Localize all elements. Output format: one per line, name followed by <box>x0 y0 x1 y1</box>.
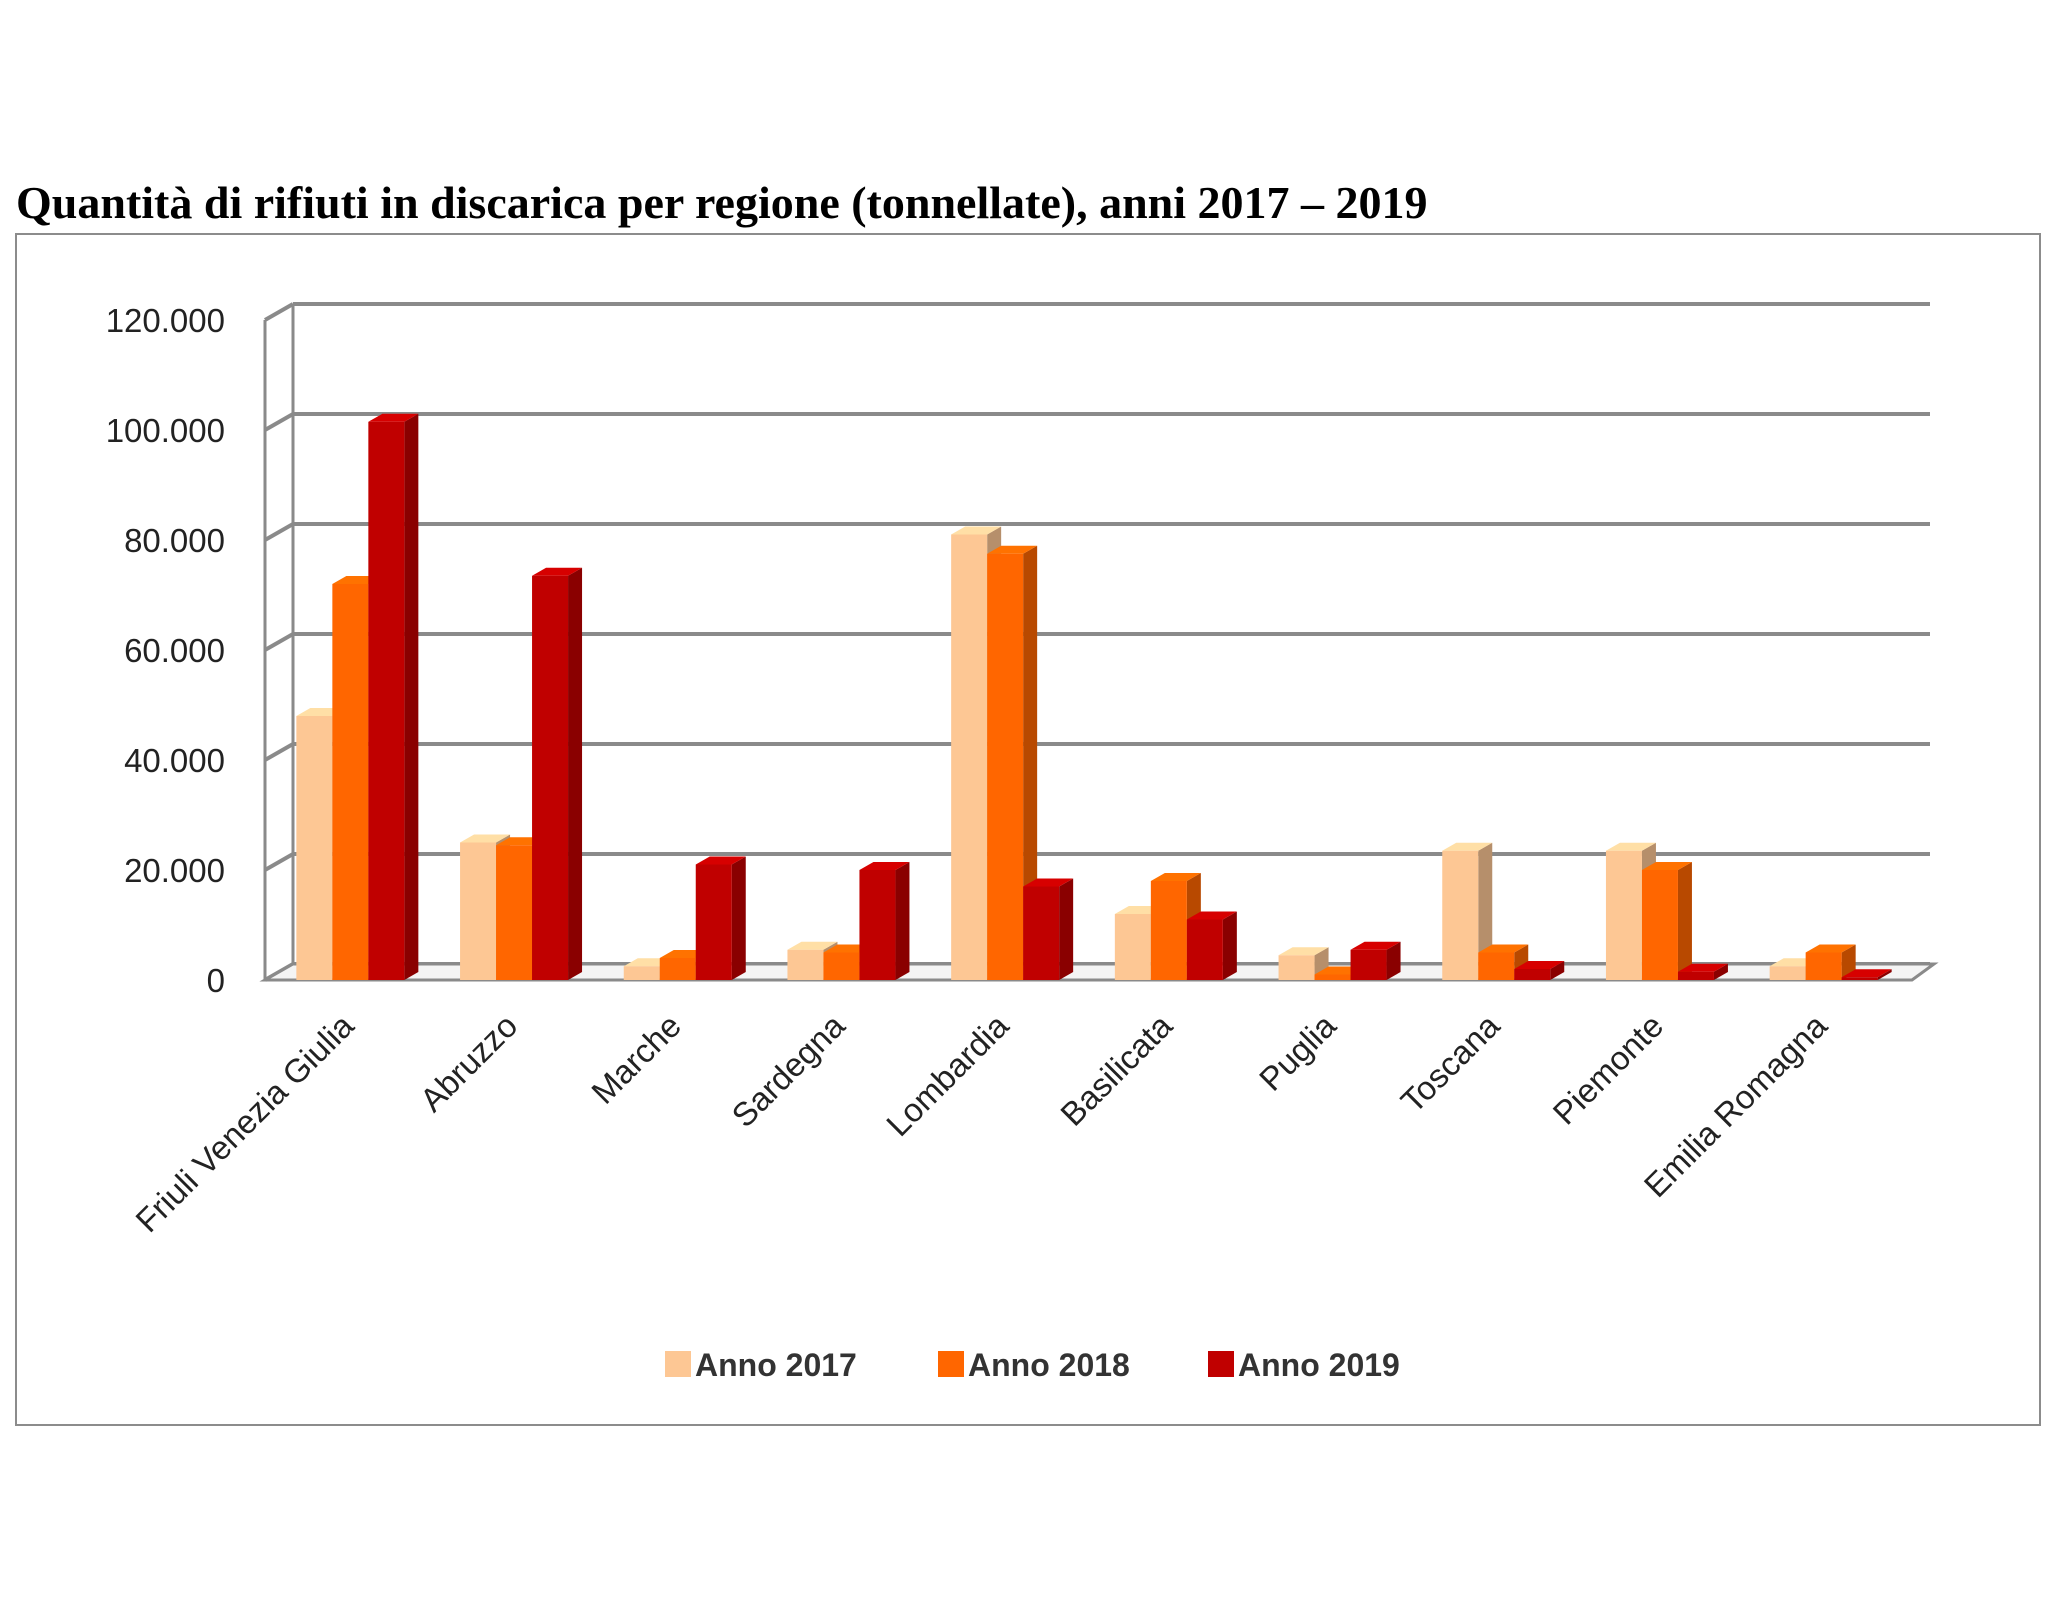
gridline-side <box>264 742 294 762</box>
gridline-side <box>264 302 294 322</box>
x-tick-label: Marche <box>584 1007 688 1111</box>
bar-anno-2019-marche <box>695 856 746 980</box>
legend-item: Anno 2018 <box>938 1347 1130 1383</box>
bar-anno-2019-toscana <box>1514 961 1565 980</box>
bar-anno-2018-piemonte <box>1641 862 1692 980</box>
legend-item: Anno 2017 <box>665 1347 857 1383</box>
x-tick-label: Friuli Venezia Giulia <box>128 1006 361 1239</box>
bar-anno-2019-puglia <box>1350 941 1401 980</box>
bar-anno-2017-toscana <box>1442 842 1493 980</box>
bar-anno-2019-piemonte <box>1677 963 1728 980</box>
legend-swatch <box>665 1351 691 1377</box>
chart-title: Quantità di rifiuti in discarica per reg… <box>16 177 1428 228</box>
bar-anno-2019-friuli-venezia-giulia <box>368 413 419 980</box>
x-tick-label: Lombardia <box>879 1006 1016 1143</box>
bar-anno-2019-sardegna <box>859 862 910 980</box>
bar-anno-2019-emilia-romagna <box>1841 969 1892 980</box>
x-tick-label: Basilicata <box>1053 1006 1179 1132</box>
bar-anno-2019-abruzzo <box>532 567 583 980</box>
x-tick-label: Puglia <box>1252 1006 1343 1097</box>
bar-anno-2017-puglia <box>1278 947 1329 980</box>
y-tick-label: 0 <box>207 962 225 999</box>
legend-label: Anno 2019 <box>1238 1347 1400 1383</box>
legend-label: Anno 2018 <box>968 1347 1130 1383</box>
legend-swatch <box>1208 1351 1234 1377</box>
gridline-side <box>264 412 294 432</box>
y-axis: 0 20.000 40.000 60.000 80.000 100.000 120.000 <box>106 302 225 999</box>
gridline-side <box>264 522 294 542</box>
gridline-side <box>264 632 294 652</box>
bar-anno-2018-emilia-romagna <box>1805 944 1856 980</box>
legend-label: Anno 2017 <box>695 1347 857 1383</box>
x-axis-labels: Friuli Venezia Giulia Abruzzo Marche Sardeg… <box>128 1006 1834 1239</box>
chart-frame <box>15 233 2041 1426</box>
bars <box>296 413 1892 980</box>
bar-anno-2019-lombardia <box>1023 878 1074 980</box>
y-tick-label: 20.000 <box>124 852 225 889</box>
x-tick-label: Piemonte <box>1546 1007 1671 1132</box>
legend: Anno 2017 Anno 2018 Anno 2019 <box>665 1347 1400 1383</box>
y-tick-label: 60.000 <box>124 632 225 669</box>
bar-anno-2019-basilicata <box>1186 911 1237 980</box>
legend-item: Anno 2019 <box>1208 1347 1400 1383</box>
x-tick-label: Abruzzo <box>413 1007 525 1119</box>
y-tick-label: 40.000 <box>124 742 225 779</box>
y-tick-label: 120.000 <box>106 302 225 339</box>
y-tick-label: 100.000 <box>106 412 225 449</box>
gridline-side <box>264 852 294 872</box>
bar-anno-2018-lombardia <box>987 545 1038 980</box>
x-tick-label: Sardegna <box>724 1006 852 1134</box>
x-tick-label: Toscana <box>1394 1006 1508 1120</box>
y-tick-label: 80.000 <box>124 522 225 559</box>
legend-swatch <box>938 1351 964 1377</box>
